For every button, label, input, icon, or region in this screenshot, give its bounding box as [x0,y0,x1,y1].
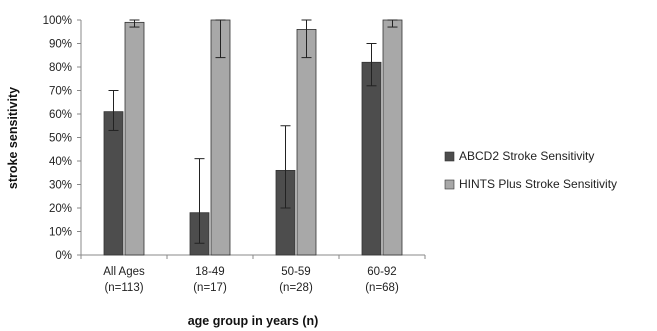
x-tick-label: 18-49 [195,266,224,278]
x-tick-label: (n=28) [279,282,313,294]
legend-label: ABCD2 Stroke Sensitivity [459,149,594,163]
y-tick-label: 40% [49,156,72,168]
y-tick-label: 80% [49,62,72,74]
legend-swatch [444,151,455,162]
bars [103,19,403,256]
y-tick-label: 50% [49,133,72,145]
y-tick-label: 100% [43,15,72,27]
y-tick-label: 90% [49,39,72,51]
y-tick-label: 60% [49,109,72,121]
x-tick-labels: All Ages (n=113) 18-49 (n=17) 50-59 (n=28) 60-… [80,255,426,294]
x-tick-label: (n=17) [193,282,227,294]
bar-hints-plus [382,19,403,256]
y-tick-label: 20% [49,203,72,215]
x-tick-label: (n=113) [104,282,143,294]
bar-hints-plus [124,21,145,256]
x-tick-label: All Ages [103,266,145,278]
legend-label: HINTS Plus Stroke Sensitivity [459,177,617,191]
x-axis-title: age group in years (n) [188,314,319,328]
y-tick-label: 10% [49,227,72,239]
legend-swatch [444,179,455,190]
legend: ABCD2 Stroke Sensitivity HINTS Plus Strok… [444,149,617,191]
bar-hints-plus [296,28,317,256]
bar-abcd2 [103,111,124,256]
y-tick-label: 0% [55,250,72,262]
y-tick-label: 70% [49,86,72,98]
y-tick-labels: 0% 10% 20% 30% 40% 50% 60% 70% 80% 90% 100% [43,15,81,262]
x-tick-label: (n=68) [365,282,399,294]
y-tick-label: 30% [49,180,72,192]
y-axis-title: stroke sensitivity [6,87,20,189]
bar-abcd2 [361,61,382,256]
error-bars [108,19,398,244]
x-tick-label: 60-92 [367,266,396,278]
x-tick-label: 50-59 [281,266,310,278]
